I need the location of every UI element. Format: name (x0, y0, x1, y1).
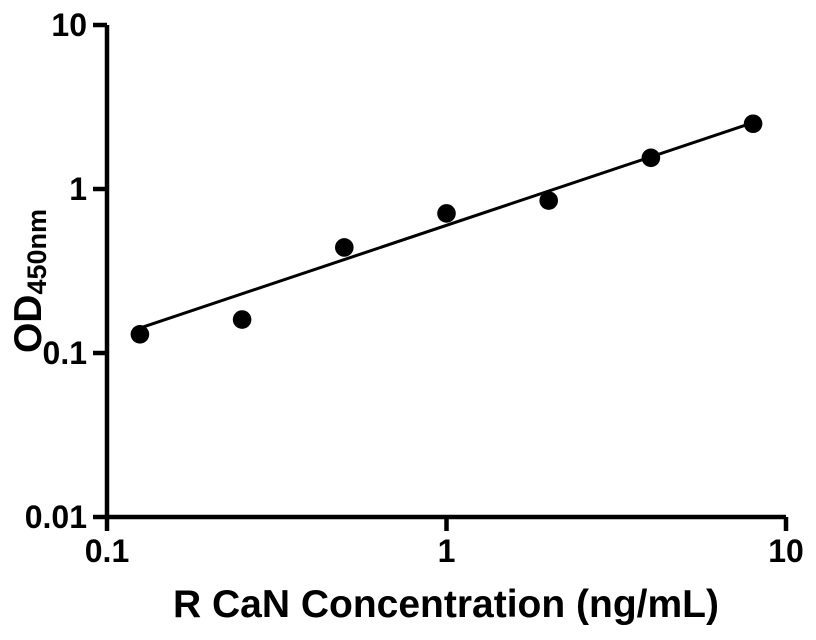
x-tick-label: 0.1 (85, 533, 129, 569)
data-point (335, 238, 354, 257)
data-point (130, 325, 150, 344)
y-tick-label: 0.1 (43, 335, 87, 371)
y-axis-title: OD450nm (7, 209, 52, 353)
x-tick-label: 10 (768, 533, 804, 569)
fit-line (138, 121, 755, 330)
data-point (743, 114, 763, 134)
y-tick-label: 0.01 (25, 499, 87, 535)
data-point (437, 204, 456, 223)
data-point (539, 191, 558, 210)
x-tick-label: 1 (438, 533, 456, 569)
y-axis-title-subscript: 450nm (22, 209, 52, 295)
plot-layer (130, 114, 763, 344)
y-tick-label: 10 (51, 7, 87, 43)
y-axis-title-main: OD (7, 295, 50, 354)
y-tick-label: 1 (69, 171, 87, 207)
data-point (641, 148, 661, 168)
x-axis-title: R CaN Concentration (ng/mL) (173, 583, 719, 626)
data-point (232, 310, 252, 329)
